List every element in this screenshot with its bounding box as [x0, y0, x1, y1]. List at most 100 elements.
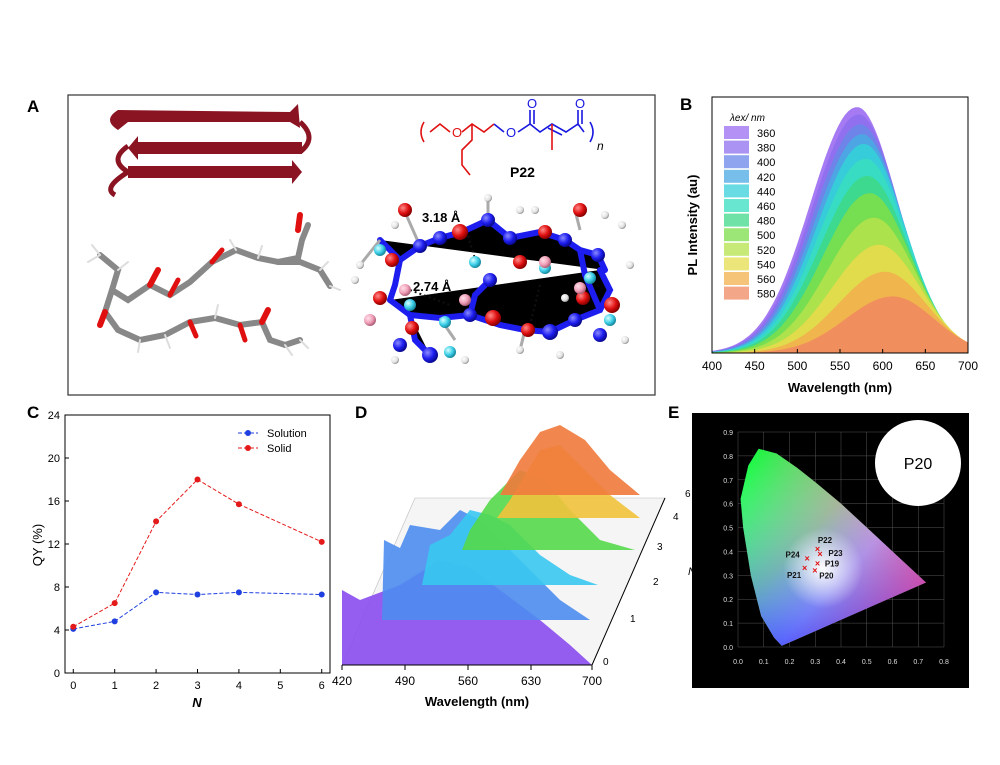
panel-b: B 400 450 500 550 600 650 700 Wavelength (nm) … — [680, 95, 978, 395]
panel-a-frame — [67, 94, 656, 396]
cie-point-marker: × — [817, 549, 822, 559]
cie-point-label: P24 — [786, 551, 801, 560]
waterfall-n-tick-label: 1 — [630, 614, 636, 625]
panel-e: E 0.00.00.10.10.20.20.30.30.40.40.50.50.… — [668, 403, 969, 688]
cie-point-label: P22 — [818, 536, 833, 545]
cie-x-tick-label: 0.2 — [785, 659, 795, 666]
pl-legend-label: 560 — [757, 274, 775, 286]
qy-x-tick-label: 1 — [112, 680, 118, 692]
polymer-subscript: n — [597, 139, 604, 153]
beta-sheet-ribbon — [108, 104, 312, 198]
qy-legend-marker — [245, 430, 251, 436]
qy-point-solution — [111, 618, 118, 625]
waterfall-n-tick-label: 4 — [673, 512, 679, 523]
waterfall-n-tick-label: 2 — [653, 577, 659, 588]
qy-point-solid — [235, 501, 242, 508]
panel-label-d: D — [355, 403, 367, 422]
pl-legend-label: 400 — [757, 157, 775, 169]
qy-series-line-solution — [73, 591, 322, 630]
pl-legend-swatch — [724, 199, 749, 212]
qy-point-solid — [194, 476, 201, 483]
pl-legend-swatch — [724, 242, 749, 256]
cie-y-tick-label: 0.2 — [723, 597, 733, 604]
pl-legend-swatch — [724, 272, 749, 285]
qy-x-tick-label: 6 — [319, 680, 325, 692]
cie-point-marker: × — [815, 558, 820, 568]
cie-x-tick-label: 0.0 — [733, 659, 743, 666]
pl-y-axis-label: PL Intensity (au) — [685, 175, 700, 276]
cie-point-label: P19 — [825, 559, 840, 568]
pl-legend-label: 500 — [757, 230, 775, 242]
pl-x-tick-label: 700 — [958, 359, 978, 373]
cie-x-tick-label: 0.8 — [939, 659, 949, 666]
cie-x-tick-label: 0.4 — [836, 659, 846, 666]
svg-text:O: O — [575, 96, 585, 111]
qy-legend: Solution Solid — [238, 428, 307, 455]
pl-x-tick-label: 400 — [702, 359, 722, 373]
qy-x-tick-label: 0 — [70, 680, 76, 692]
panel-label-c: C — [27, 403, 39, 422]
cie-x-tick-label: 0.7 — [913, 659, 923, 666]
cie-x-tick-label: 0.6 — [888, 659, 898, 666]
pl-legend-swatch — [724, 213, 749, 227]
qy-point-solution — [235, 589, 242, 596]
pl-x-axis-label: Wavelength (nm) — [788, 380, 892, 395]
cie-point-label: P21 — [787, 571, 802, 580]
panel-a: A — [27, 94, 656, 396]
pl-spectra-plot — [712, 107, 968, 354]
qy-legend-marker — [245, 445, 251, 451]
pl-x-tick-label: 600 — [873, 359, 893, 373]
pl-legend-label: 540 — [757, 259, 775, 271]
pl-x-tick-label: 550 — [830, 359, 850, 373]
qy-point-solid — [111, 600, 118, 607]
ball-stick-model — [351, 194, 634, 364]
qy-y-tick-label: 0 — [54, 668, 60, 680]
pl-legend-swatch — [724, 169, 749, 183]
cie-y-tick-label: 0.6 — [723, 502, 733, 509]
cie-x-tick-label: 0.3 — [810, 659, 820, 666]
pl-legend-label: 440 — [757, 186, 775, 198]
pl-legend-swatch — [724, 184, 749, 198]
pl-x-tick-label: 500 — [787, 359, 807, 373]
distance-label-3: 3.19 Å — [492, 288, 531, 303]
cie-y-tick-label: 0.1 — [723, 621, 733, 628]
cie-point-label: P23 — [828, 549, 843, 558]
cie-y-tick-label: 0.4 — [723, 549, 733, 556]
waterfall-x-tick-label: 420 — [332, 674, 352, 688]
qy-point-solid — [153, 518, 160, 525]
cie-y-tick-label: 0.0 — [723, 645, 733, 652]
panel-label-b: B — [680, 95, 692, 114]
qy-point-solution — [194, 591, 201, 598]
qy-x-tick-label: 4 — [236, 680, 242, 692]
pl-legend-swatch — [724, 286, 749, 300]
waterfall-n-tick-label: 6 — [685, 489, 691, 500]
pl-legend-label: 360 — [757, 128, 775, 140]
pl-legend-swatch — [724, 257, 749, 271]
qy-x-tick-label: 5 — [277, 680, 283, 692]
cie-y-tick-label: 0.8 — [723, 454, 733, 461]
waterfall-x-axis-label: Wavelength (nm) — [425, 694, 529, 709]
cie-point-marker: × — [802, 563, 807, 573]
cie-point-label: P20 — [819, 572, 834, 581]
pl-legend-label: 380 — [757, 143, 775, 155]
qy-point-solution — [318, 591, 325, 598]
distance-label-2: 2.74 Å — [413, 279, 452, 294]
cie-x-tick-label: 0.5 — [862, 659, 872, 666]
qy-series-line-solid — [73, 478, 322, 628]
cie-point-marker: × — [815, 544, 820, 554]
polymer-name: P22 — [510, 164, 535, 180]
waterfall-n-tick-label: 3 — [657, 542, 663, 553]
cie-point-marker: × — [812, 566, 817, 576]
pl-legend-label: 480 — [757, 216, 775, 228]
pl-legend-swatch — [724, 155, 749, 169]
qy-x-axis-label: N — [192, 695, 202, 710]
sample-photo-label: P20 — [904, 456, 933, 473]
pl-legend-label: 460 — [757, 201, 775, 213]
panel-label-e: E — [668, 403, 679, 422]
pl-legend-swatch — [724, 140, 749, 154]
waterfall-trace-n6 — [500, 425, 640, 495]
waterfall-x-tick-label: 490 — [395, 674, 415, 688]
qy-series — [70, 476, 325, 632]
